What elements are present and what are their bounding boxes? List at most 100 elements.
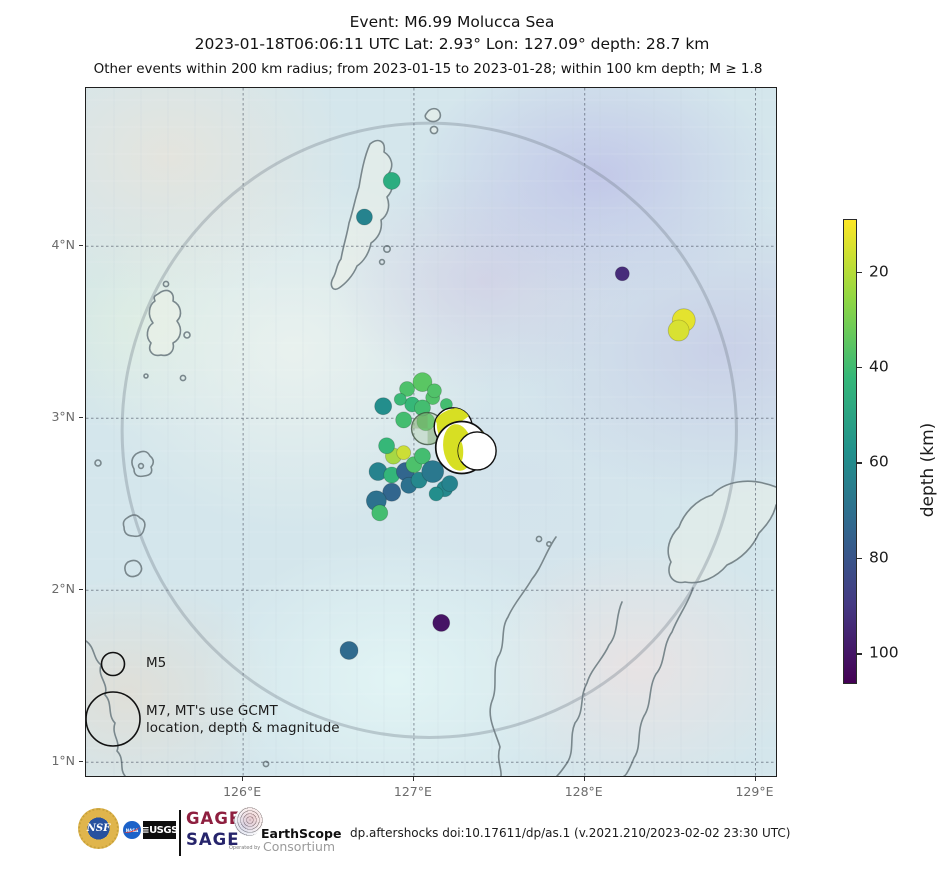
colorbar-tick-label: 80 xyxy=(869,548,889,567)
earthquake-point xyxy=(667,319,690,342)
y-tick-label: 4°N xyxy=(51,237,75,253)
figure-title-line2: 2023-01-18T06:06:11 UTC Lat: 2.93° Lon: … xyxy=(194,35,710,53)
earthquake-point xyxy=(399,381,415,397)
y-tickmark xyxy=(79,761,83,763)
figure-subtitle: Other events within 200 km radius; from … xyxy=(93,61,763,77)
islet xyxy=(131,450,155,478)
colorbar-label: depth (km) xyxy=(918,422,938,518)
consortium-wordmark: Consortium xyxy=(263,839,336,854)
islet xyxy=(183,331,191,339)
earthquake-point xyxy=(412,372,433,393)
gage-wordmark: GAGE xyxy=(186,809,242,828)
search-radius-circle xyxy=(120,121,738,739)
islet xyxy=(535,535,543,543)
island-west xyxy=(146,289,182,357)
nasa-logo-text: NASA xyxy=(125,827,139,833)
earthquake-point xyxy=(378,437,395,455)
footer-divider xyxy=(179,810,181,856)
x-tickmark xyxy=(242,777,244,781)
legend-m7-line1: M7, MT's use GCMT xyxy=(146,703,278,719)
footer: NSF NASA ≡USGS GAGE SAGE Operated by Ear… xyxy=(78,806,878,864)
islet xyxy=(162,280,170,288)
x-tick-label: 127°E xyxy=(393,784,432,799)
earthquake-point xyxy=(355,208,373,226)
colorbar-tick-label: 60 xyxy=(869,453,889,472)
beachball-quadrants xyxy=(458,440,464,464)
colorbar-tickmark xyxy=(857,462,862,464)
satellite-basemap xyxy=(86,88,776,776)
islet xyxy=(143,373,149,379)
x-tickmark xyxy=(412,777,415,781)
islet xyxy=(179,374,187,382)
halmahera-ne-arm xyxy=(667,480,776,584)
x-tickmark xyxy=(754,777,756,781)
x-tick-label: 128°E xyxy=(564,784,603,799)
legend-m5-circle xyxy=(100,651,126,677)
islet xyxy=(545,540,552,547)
earthquake-point xyxy=(395,411,413,429)
halmahera-coast-mid xyxy=(556,601,623,776)
islet xyxy=(137,462,145,470)
y-tick-label: 2°N xyxy=(51,581,75,597)
depth-colorbar xyxy=(843,219,857,684)
nasa-logo: NASA xyxy=(123,821,141,839)
islet xyxy=(382,245,391,254)
earthquake-point xyxy=(614,266,630,282)
legend-m7-circle xyxy=(86,691,141,747)
earthquake-point xyxy=(339,641,359,660)
earthquake-point xyxy=(382,171,401,190)
islet xyxy=(94,459,102,467)
y-tickmark xyxy=(79,589,83,591)
x-tickmark xyxy=(583,777,585,781)
legend-m5-label: M5 xyxy=(146,655,167,671)
figure-title-line1: Event: M6.99 Molucca Sea xyxy=(349,13,555,31)
islet xyxy=(262,760,270,768)
legend-m7-label: M7, MT's use GCMT location, depth & magn… xyxy=(146,703,340,737)
legend-markers xyxy=(86,651,141,747)
islet xyxy=(124,559,143,578)
colorbar-tick-label: 100 xyxy=(869,643,899,662)
earthquake-point xyxy=(393,392,407,406)
earthquake-point xyxy=(414,447,431,465)
map-canvas xyxy=(86,88,776,776)
earthquake-point xyxy=(382,482,402,502)
earthquake-point xyxy=(374,397,393,416)
colorbar-tick-label: 40 xyxy=(869,357,889,376)
colorbar-tickmark xyxy=(857,271,862,273)
islet xyxy=(424,107,442,123)
earthquake-point xyxy=(428,486,444,502)
sage-wordmark: SAGE xyxy=(186,830,240,849)
halmahera-coast-west xyxy=(489,536,557,776)
nsf-logo-text: NSF xyxy=(86,823,111,834)
halmahera-coast-east xyxy=(623,587,694,776)
moment-tensor-beachball xyxy=(457,431,497,471)
earthquake-point xyxy=(396,445,412,461)
map-axes: M5 M7, MT's use GCMT location, depth & m… xyxy=(85,87,777,777)
islet xyxy=(378,258,386,266)
islet xyxy=(429,125,439,135)
legend-m7-line2: location, depth & magnitude xyxy=(146,720,340,736)
earthquake-point xyxy=(427,383,442,399)
operated-by-text: Operated by xyxy=(229,845,261,851)
y-tickmark xyxy=(79,245,83,247)
earthquake-point xyxy=(441,475,459,493)
earthscope-wordmark: EarthScope xyxy=(261,826,342,841)
colorbar-tickmark xyxy=(857,366,862,369)
coast-southwest xyxy=(86,640,126,776)
y-tick-label: 1°N xyxy=(51,753,75,769)
usgs-logo-text: ≡USGS xyxy=(141,824,178,836)
y-tickmark xyxy=(79,417,83,419)
colorbar-tick-label: 20 xyxy=(869,262,889,281)
colorbar-tickmark xyxy=(857,653,862,655)
earthquake-point xyxy=(371,504,389,522)
x-tick-label: 126°E xyxy=(223,784,262,799)
usgs-logo: ≡USGS xyxy=(141,821,178,839)
earthquake-point xyxy=(432,614,451,632)
doi-citation: dp.aftershocks doi:10.17611/dp/as.1 (v.2… xyxy=(350,826,791,840)
islet xyxy=(122,514,146,538)
x-tick-label: 129°E xyxy=(735,784,774,799)
nsf-logo: NSF xyxy=(78,808,119,849)
earthquake-point xyxy=(421,460,445,483)
earthscope-logo xyxy=(234,807,263,836)
